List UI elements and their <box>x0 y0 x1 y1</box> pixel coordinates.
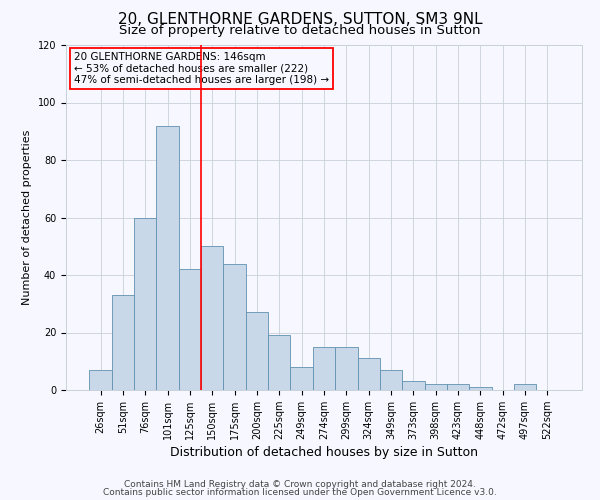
Bar <box>358 358 380 390</box>
Text: Contains HM Land Registry data © Crown copyright and database right 2024.: Contains HM Land Registry data © Crown c… <box>124 480 476 489</box>
Bar <box>447 384 469 390</box>
Bar <box>112 295 134 390</box>
X-axis label: Distribution of detached houses by size in Sutton: Distribution of detached houses by size … <box>170 446 478 459</box>
Text: 20 GLENTHORNE GARDENS: 146sqm
← 53% of detached houses are smaller (222)
47% of : 20 GLENTHORNE GARDENS: 146sqm ← 53% of d… <box>74 52 329 85</box>
Bar <box>201 246 223 390</box>
Bar <box>157 126 179 390</box>
Bar <box>179 269 201 390</box>
Bar <box>335 347 358 390</box>
Y-axis label: Number of detached properties: Number of detached properties <box>22 130 32 305</box>
Bar <box>134 218 157 390</box>
Bar <box>425 384 447 390</box>
Bar <box>514 384 536 390</box>
Text: Contains public sector information licensed under the Open Government Licence v3: Contains public sector information licen… <box>103 488 497 497</box>
Text: Size of property relative to detached houses in Sutton: Size of property relative to detached ho… <box>119 24 481 37</box>
Bar <box>402 382 425 390</box>
Bar <box>380 370 402 390</box>
Bar <box>290 367 313 390</box>
Bar <box>89 370 112 390</box>
Bar <box>313 347 335 390</box>
Bar <box>469 387 491 390</box>
Bar <box>268 336 290 390</box>
Bar <box>223 264 246 390</box>
Bar <box>246 312 268 390</box>
Text: 20, GLENTHORNE GARDENS, SUTTON, SM3 9NL: 20, GLENTHORNE GARDENS, SUTTON, SM3 9NL <box>118 12 482 28</box>
